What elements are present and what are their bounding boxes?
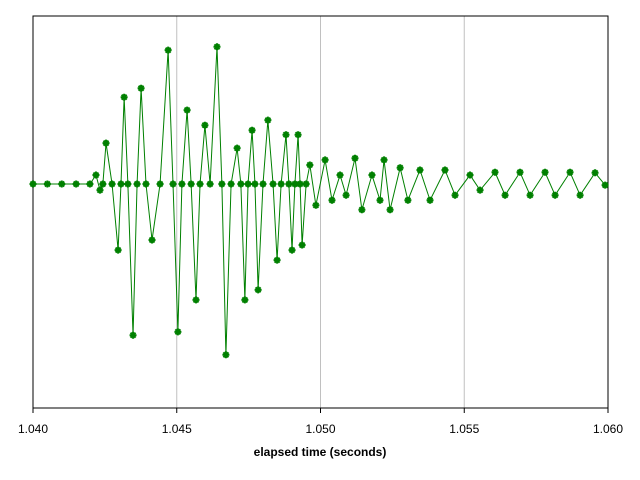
x-tick-label: 1.040 [18, 422, 48, 436]
data-point [386, 206, 394, 214]
data-point [92, 171, 100, 179]
data-point [237, 180, 245, 188]
data-point [120, 93, 128, 101]
data-point [96, 186, 104, 194]
data-point [302, 180, 310, 188]
data-point [58, 180, 66, 188]
data-point [312, 201, 320, 209]
data-point [218, 180, 226, 188]
data-point [99, 180, 107, 188]
data-line [33, 46, 606, 355]
data-point [29, 180, 37, 188]
data-point [259, 180, 267, 188]
data-point [129, 331, 137, 339]
x-tick-label: 1.050 [305, 422, 335, 436]
data-point [336, 171, 344, 179]
data-point [192, 296, 200, 304]
data-point [466, 171, 474, 179]
data-point [164, 46, 172, 54]
data-point [321, 156, 329, 164]
data-point [601, 181, 609, 189]
data-point [108, 180, 116, 188]
plot-frame [32, 15, 609, 409]
data-point [576, 191, 584, 199]
data-point [251, 180, 259, 188]
data-point [72, 180, 80, 188]
data-point [43, 180, 51, 188]
data-point [241, 296, 249, 304]
data-point [196, 180, 204, 188]
data-point [86, 180, 94, 188]
data-point [201, 121, 209, 129]
data-point [142, 180, 150, 188]
x-tick-label: 1.060 [593, 422, 623, 436]
data-point [187, 180, 195, 188]
data-point [476, 186, 484, 194]
data-point [404, 196, 412, 204]
data-point [451, 191, 459, 199]
data-point [591, 169, 599, 177]
data-point [426, 196, 434, 204]
data-point [566, 168, 574, 176]
data-point [213, 43, 221, 51]
data-point [133, 180, 141, 188]
data-point [174, 328, 182, 336]
data-point [114, 246, 122, 254]
data-point [298, 241, 306, 249]
data-point [541, 168, 549, 176]
data-point [254, 286, 262, 294]
data-point [244, 180, 252, 188]
data-point [358, 206, 366, 214]
data-point [248, 126, 256, 134]
data-point [148, 236, 156, 244]
data-point [368, 171, 376, 179]
data-point [137, 84, 145, 92]
data-point [178, 180, 186, 188]
data-point [156, 180, 164, 188]
data-point [102, 139, 110, 147]
data-point [124, 180, 132, 188]
data-point [516, 168, 524, 176]
data-point [342, 191, 350, 199]
data-point [222, 351, 230, 359]
data-point [526, 191, 534, 199]
data-point [376, 196, 384, 204]
data-point [285, 180, 293, 188]
data-point [117, 180, 125, 188]
data-point [296, 180, 304, 188]
x-axis-label: elapsed time (seconds) [254, 445, 387, 459]
data-point [273, 256, 281, 264]
x-tick-label: 1.045 [162, 422, 192, 436]
data-point [306, 161, 314, 169]
data-point [288, 246, 296, 254]
data-point [206, 180, 214, 188]
data-point [351, 154, 359, 162]
data-point [282, 131, 290, 139]
data-point [233, 144, 241, 152]
data-point [169, 180, 177, 188]
data-point [269, 180, 277, 188]
data-point [396, 164, 404, 172]
data-point [551, 191, 559, 199]
data-point [380, 156, 388, 164]
data-point [416, 166, 424, 174]
data-point [501, 191, 509, 199]
data-point [294, 131, 302, 139]
data-point [264, 116, 272, 124]
data-point [291, 180, 299, 188]
x-tick-label: 1.055 [449, 422, 479, 436]
data-point [183, 106, 191, 114]
data-point [441, 166, 449, 174]
data-point [328, 196, 336, 204]
data-point [227, 180, 235, 188]
data-point [277, 180, 285, 188]
data-point [491, 168, 499, 176]
